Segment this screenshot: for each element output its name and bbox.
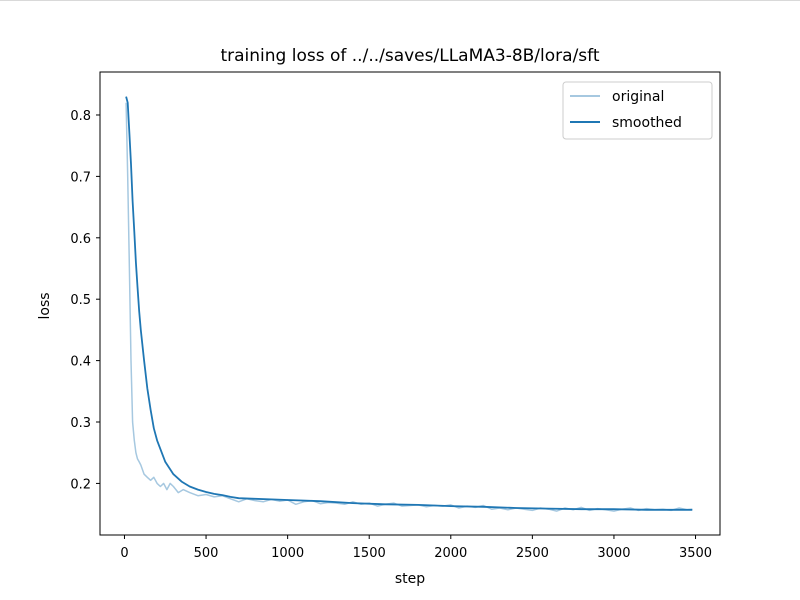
legend-box — [562, 81, 713, 140]
y-tick-label: 0.6 — [70, 232, 91, 247]
series-line-smoothed — [125, 96, 693, 511]
axes-layer: 0 500 1000 1500 2000 2500 3000 3500 0.2 0.3 0.4 0.5… — [70, 71, 721, 561]
y-tick-label: 0.4 — [70, 355, 91, 370]
x-tick-label: 1500 — [353, 546, 386, 561]
y-axis-label: loss — [37, 292, 53, 319]
x-tick-label: 1000 — [271, 546, 304, 561]
legend: original smoothed — [562, 81, 713, 140]
x-tick-label: 2500 — [516, 546, 549, 561]
x-tick-label: 3500 — [679, 546, 712, 561]
legend-label-original: original — [612, 89, 664, 105]
window-top-border — [0, 0, 800, 1]
x-tick-label: 2000 — [434, 546, 467, 561]
y-tick-label: 0.3 — [70, 416, 91, 431]
y-tick-label: 0.8 — [70, 109, 91, 124]
legend-label-smoothed: smoothed — [612, 115, 682, 131]
series-layer — [125, 96, 693, 512]
chart-title: training loss of ../../saves/LLaMA3-8B/l… — [220, 46, 599, 66]
x-tick-label: 0 — [120, 546, 128, 561]
x-tick-label: 500 — [194, 546, 219, 561]
series-line-original — [125, 102, 693, 512]
y-tick-label: 0.7 — [70, 170, 91, 185]
y-tick-label: 0.2 — [70, 477, 91, 492]
x-tick-label: 3000 — [597, 546, 630, 561]
y-tick-label: 0.5 — [70, 293, 91, 308]
plot-frame — [99, 71, 721, 536]
x-axis-label: step — [395, 571, 425, 587]
